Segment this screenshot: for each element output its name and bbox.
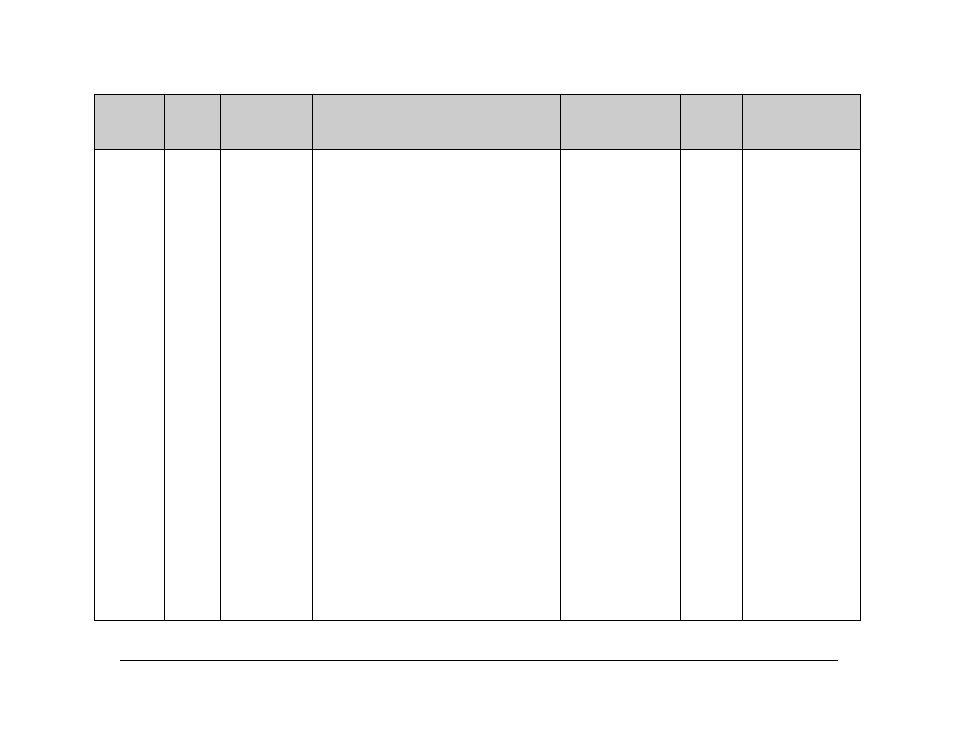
column-header-3 [313,95,561,150]
table-cell [165,150,221,621]
data-table [94,94,861,621]
column-header-1 [165,95,221,150]
header-row [95,95,861,150]
table-cell [681,150,743,621]
table-body [95,150,861,621]
column-header-2 [221,95,313,150]
table-cell [95,150,165,621]
table-cell [221,150,313,621]
column-header-4 [561,95,681,150]
table-head [95,95,861,150]
column-header-5 [681,95,743,150]
column-header-6 [743,95,861,150]
page [0,0,954,738]
table-row [95,150,861,621]
table-cell [313,150,561,621]
table-cell [561,150,681,621]
column-header-0 [95,95,165,150]
horizontal-rule [120,660,838,661]
table-cell [743,150,861,621]
